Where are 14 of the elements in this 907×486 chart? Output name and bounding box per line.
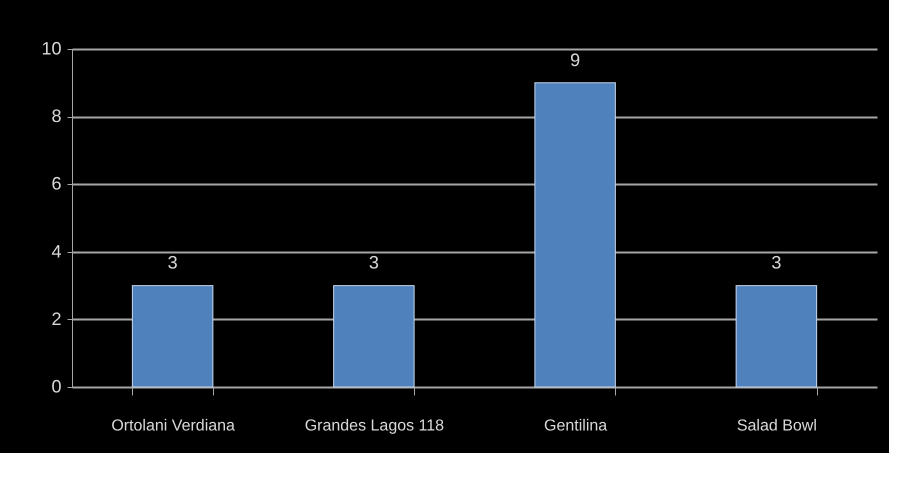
data-label: 3 [168, 252, 178, 273]
data-label: 9 [570, 50, 580, 70]
x-tick-label: Salad Bowl [736, 418, 817, 434]
y-tick-label: 4 [51, 241, 62, 262]
y-tick-label: 10 [41, 38, 62, 58]
data-label: 3 [771, 252, 782, 273]
x-tick-label: Grandes Lagos 118 [304, 418, 444, 434]
x-tick-label: Ortolani Verdiana [111, 418, 236, 434]
y-tick-label: 6 [51, 174, 62, 194]
y-tick-label: 0 [51, 376, 62, 396]
y-tick-label: 2 [51, 308, 62, 329]
data-label: 3 [368, 252, 379, 273]
y-tick-label: 8 [51, 106, 62, 126]
x-tick-label: Gentilina [544, 418, 608, 434]
